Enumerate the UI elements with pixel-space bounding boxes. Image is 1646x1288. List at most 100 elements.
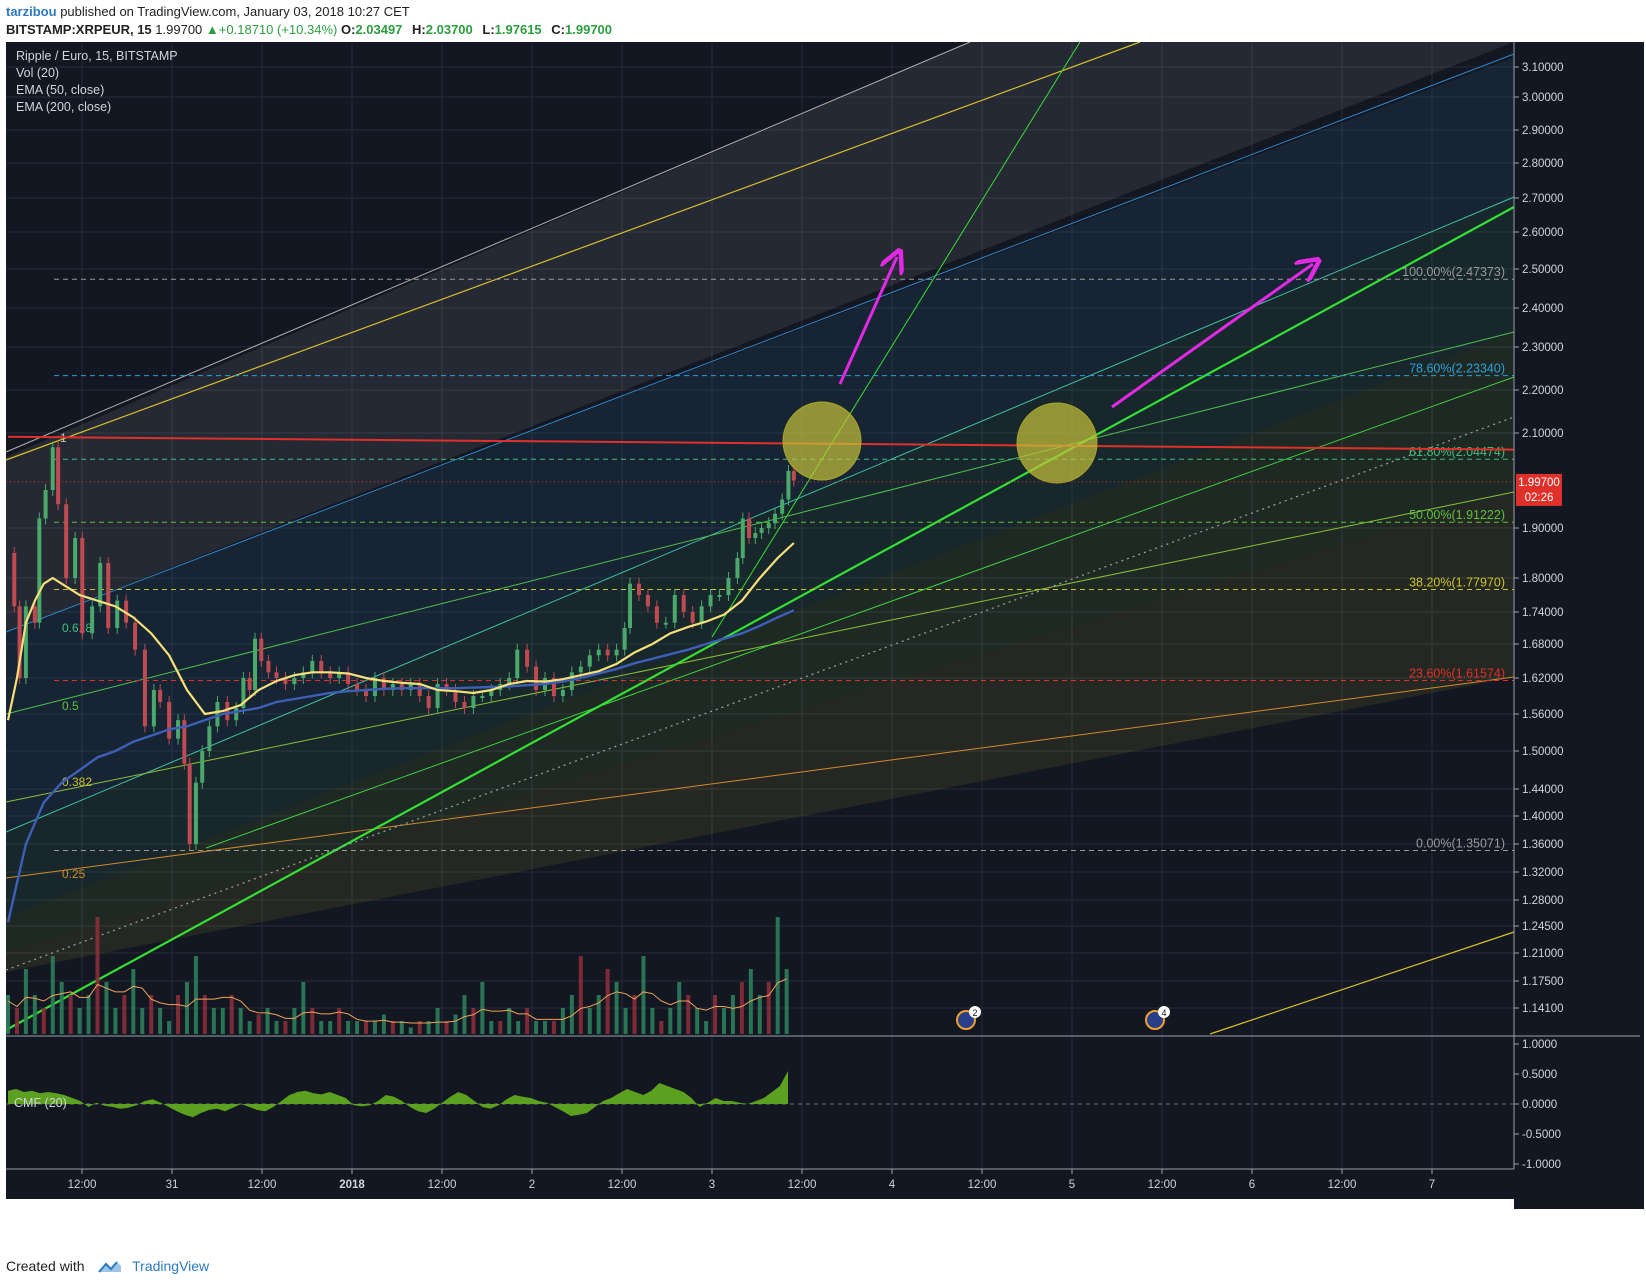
candle-body (17, 606, 22, 678)
candle-body (699, 606, 704, 623)
candle-body (654, 606, 659, 623)
candle-body (167, 702, 172, 739)
candle-body (64, 504, 69, 578)
volume-bar (211, 1008, 216, 1034)
price-axis-label: 2.20000 (1522, 385, 1564, 397)
channel-line-grey (5, 42, 971, 453)
candle-body (90, 606, 95, 634)
time-axis-label: 12:00 (68, 1179, 97, 1191)
candle-body (80, 538, 85, 634)
cmf-axis-label: -0.5000 (1522, 1129, 1561, 1141)
volume-bar (462, 995, 467, 1034)
fib-level-label: 78.60%(2.23340) (1409, 362, 1505, 376)
candle-body (283, 678, 288, 684)
price-axis-label: 1.44000 (1522, 784, 1564, 796)
candle-body (98, 563, 103, 607)
volume-bar (247, 1021, 252, 1034)
fib-level-label: 0.00%(1.35071) (1416, 837, 1505, 851)
time-axis-label: 31 (166, 1179, 179, 1191)
candle-body (176, 720, 181, 739)
price-axis-label: 1.62000 (1522, 673, 1564, 685)
price-axis-bg (1514, 42, 1644, 1209)
candle-body (791, 471, 796, 481)
trend-line-steep (711, 42, 1081, 638)
tradingview-link[interactable]: TradingView (132, 1258, 210, 1274)
change-text: +0.18710 (+10.34%) (218, 22, 338, 37)
volume-bar (185, 982, 189, 1034)
time-axis-label: 5 (1069, 1179, 1075, 1191)
candle-body (355, 684, 360, 690)
volume-bar (444, 1021, 449, 1034)
volume-bar (319, 1021, 324, 1034)
low-label: L: (482, 22, 495, 37)
time-axis-label: 12:00 (608, 1179, 637, 1191)
candle-body (622, 628, 627, 650)
volume-bar (292, 1008, 297, 1034)
time-axis-bg (6, 1169, 1640, 1199)
volume-bar (560, 1008, 565, 1034)
candle-body (578, 666, 583, 673)
volume-bar (614, 982, 619, 1034)
price-axis-label: 1.80000 (1522, 573, 1564, 585)
low-value: 1.97615 (494, 22, 542, 37)
volume-bar (14, 1008, 19, 1034)
legend-ema50[interactable]: EMA (50, close) (16, 83, 104, 97)
fib-level-label: 100.00%(2.47373) (1402, 265, 1505, 279)
candle-body (759, 528, 764, 533)
fan-line-0382 (5, 491, 1515, 803)
volume-bar (695, 1008, 700, 1034)
volume-bar (668, 1008, 673, 1034)
event-badge-count: 4 (1161, 1008, 1166, 1018)
price-axis-label: 2.40000 (1522, 303, 1564, 315)
candle-body (435, 684, 440, 708)
candle-body (569, 672, 574, 690)
candle-body (364, 690, 368, 696)
volume-bar (167, 1021, 172, 1034)
volume-bar (193, 956, 198, 1034)
price-axis-label: 2.10000 (1522, 428, 1564, 440)
up-arrow-2 (1111, 264, 1313, 409)
cmf-label[interactable]: CMF (20) (14, 1096, 67, 1110)
volume-bar (507, 1008, 512, 1034)
price-chart[interactable]: 100.00%(2.47373) 78.60%(2.23340) 61.80%(2.… (0, 42, 1646, 1256)
target-circle-2 (1016, 402, 1098, 484)
legend-ema200[interactable]: EMA (200, close) (16, 100, 111, 114)
candle-body (489, 690, 494, 696)
candle-body (551, 678, 556, 696)
candle-body (328, 672, 333, 678)
candle-body (596, 649, 601, 656)
close-value: 1.99700 (565, 22, 613, 37)
candle-body (390, 684, 395, 690)
channel-line-blue (5, 53, 1515, 633)
volume-bar (381, 1014, 386, 1034)
volume-bar (417, 1021, 422, 1034)
channel-band-green (6, 332, 1514, 952)
volume-bar (525, 1008, 530, 1034)
close-label: C: (551, 22, 566, 37)
volume-bar (641, 956, 646, 1034)
volume-bar (480, 982, 485, 1034)
candle-body (426, 696, 431, 708)
footer: Created with TradingView (6, 1258, 209, 1274)
volume-bar (516, 1021, 521, 1034)
price-axis-label: 1.32000 (1522, 867, 1564, 879)
volume-bar (534, 1021, 539, 1034)
candle-body (780, 499, 785, 514)
cmf-area (8, 1071, 788, 1118)
price-axis-label: 1.50000 (1522, 746, 1564, 758)
time-axis-label: 12:00 (428, 1179, 457, 1191)
candle-body (480, 696, 485, 698)
time-axis-label: 4 (889, 1179, 896, 1191)
fan-line-05 (5, 331, 1515, 715)
candle-body (292, 678, 297, 684)
author-link[interactable]: tarzibou (6, 4, 57, 19)
volume-bar (265, 1008, 270, 1034)
volume-bar (6, 995, 10, 1034)
volume-bar (238, 1008, 243, 1034)
volume-bar (775, 917, 780, 1034)
fib-level-label: 23.60%(1.61574) (1409, 667, 1505, 681)
volume-ma-line (7, 978, 787, 1024)
legend-volume[interactable]: Vol (20) (16, 66, 59, 80)
candle-body (234, 708, 239, 721)
cmf-axis-label: -1.0000 (1522, 1159, 1561, 1171)
